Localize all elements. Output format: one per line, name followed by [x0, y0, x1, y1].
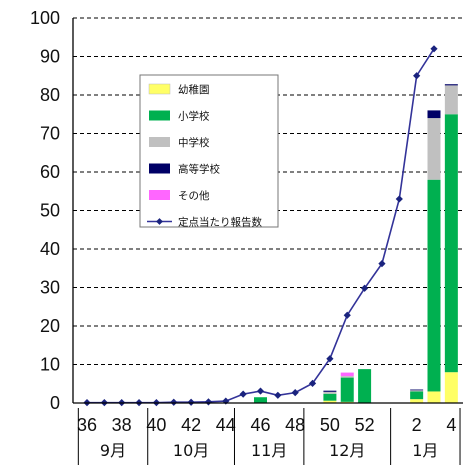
bar-segment	[254, 397, 267, 403]
x-tick-label: 46	[250, 415, 270, 435]
y-tick-label: 30	[40, 278, 60, 298]
bar-segment	[323, 400, 337, 403]
bar-segment	[323, 393, 337, 401]
legend-swatch	[148, 83, 171, 95]
bar-segment	[323, 391, 337, 394]
x-tick-label: 42	[181, 415, 201, 435]
bar-segment	[444, 85, 458, 115]
bar-segment	[410, 389, 424, 391]
line-point	[256, 387, 265, 395]
line-point	[274, 391, 282, 399]
x-tick-label: 44	[216, 415, 236, 435]
bar-segment	[427, 118, 441, 180]
x-tick-label: 50	[320, 415, 340, 435]
bar-segment	[340, 376, 354, 378]
x-tick-label: 36	[77, 415, 97, 435]
bar-segment	[427, 179, 441, 392]
bar-segment	[410, 390, 424, 392]
bar-segment	[358, 369, 372, 403]
x-tick-label: 38	[112, 415, 132, 435]
bar-segment	[323, 390, 337, 392]
legend-swatch	[149, 163, 170, 174]
legend-label: 小学校	[178, 110, 210, 123]
y-tick-label: 80	[40, 85, 60, 105]
line-point	[204, 398, 213, 406]
line-point	[343, 311, 351, 319]
bar-segment	[340, 372, 354, 377]
line-point	[291, 389, 299, 397]
bars	[254, 84, 458, 403]
y-tick-label: 50	[40, 201, 60, 221]
legend-box	[139, 74, 279, 228]
legend-label: 高等学校	[178, 163, 220, 176]
legend-label: 定点当たり報告数	[178, 216, 262, 229]
line-point	[378, 260, 386, 268]
legend-swatch	[149, 110, 170, 121]
bar-segment	[410, 391, 424, 400]
month-label: 12月	[329, 441, 365, 460]
bar-segment	[410, 399, 424, 403]
y-tick-label: 60	[40, 162, 60, 182]
month-label: 1月	[412, 441, 438, 460]
bar-segment	[427, 110, 441, 119]
line-point	[170, 398, 178, 406]
month-label: 9月	[100, 441, 126, 460]
y-tick-label: 90	[40, 47, 60, 67]
legend-swatch	[149, 137, 170, 147]
x-tick-label: 40	[146, 415, 166, 435]
line-point	[187, 398, 195, 406]
y-tick-label: 100	[30, 8, 60, 28]
line-point	[430, 45, 438, 53]
legend-label: 中学校	[178, 136, 210, 149]
legend-swatch	[149, 190, 170, 200]
x-tick-label: 48	[285, 415, 305, 435]
line-point	[308, 379, 317, 387]
line-point	[413, 72, 421, 80]
grid	[73, 17, 463, 365]
bar-segment	[444, 372, 458, 403]
bar-segment	[427, 391, 441, 403]
bar-segment	[340, 377, 354, 402]
y-tick-label: 10	[40, 355, 60, 375]
bar-segment	[444, 114, 458, 373]
x-tick-label: 2	[412, 415, 422, 435]
line-point	[326, 355, 334, 363]
x-tick-label: 4	[446, 415, 456, 435]
x-tick-label: 52	[355, 415, 375, 435]
legend-label: 幼稚園	[178, 83, 210, 96]
month-label: 10月	[173, 441, 209, 460]
y-tick-label: 70	[40, 124, 60, 144]
line-point	[361, 284, 369, 292]
bar-segment	[444, 84, 458, 86]
legend-marker	[156, 218, 163, 225]
line-point	[239, 390, 247, 398]
line-point	[395, 195, 403, 203]
y-tick-label: 40	[40, 239, 60, 259]
month-label: 11月	[251, 441, 287, 460]
legend-label: その他	[178, 189, 210, 202]
y-tick-label: 20	[40, 316, 60, 336]
y-tick-label: 0	[50, 393, 60, 413]
